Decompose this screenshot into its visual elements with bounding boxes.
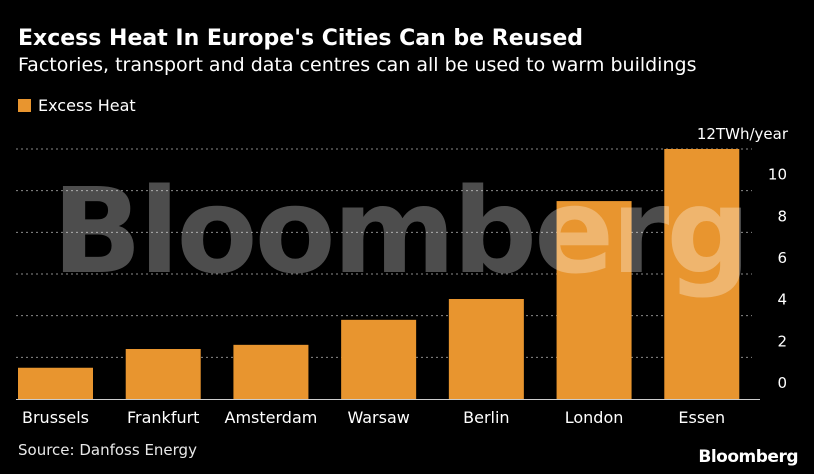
bars xyxy=(18,149,740,399)
x-tick-label: London xyxy=(565,408,624,427)
x-tick-label: Essen xyxy=(678,408,725,427)
y-unit-label: 12TWh/year xyxy=(697,125,789,143)
bar xyxy=(556,201,632,399)
y-tick-label: 8 xyxy=(777,207,787,225)
bar xyxy=(664,149,740,399)
legend-label: Excess Heat xyxy=(38,96,136,115)
chart-title: Excess Heat In Europe's Cities Can be Re… xyxy=(18,26,584,51)
bar xyxy=(448,299,524,399)
y-axis-ticks: 12TWh/year 0 2 4 6 8 10 xyxy=(697,125,789,392)
x-tick-label: Brussels xyxy=(22,408,89,427)
bar xyxy=(341,319,417,399)
chart-subtitle: Factories, transport and data centres ca… xyxy=(18,54,697,76)
y-tick-label: 6 xyxy=(777,249,787,267)
legend: Excess Heat xyxy=(18,96,136,115)
x-tick-label: Frankfurt xyxy=(127,408,199,427)
legend-swatch xyxy=(18,99,31,112)
bloomberg-logo: Bloomberg xyxy=(698,447,798,467)
x-tick-label: Berlin xyxy=(463,408,509,427)
x-axis-labels: Brussels Frankfurt Amsterdam Warsaw Berlin Lo… xyxy=(22,408,725,427)
y-tick-label: 0 xyxy=(777,374,787,392)
y-tick-label: 2 xyxy=(777,332,787,350)
source-note: Source: Danfoss Energy xyxy=(18,441,197,459)
y-tick-label: 4 xyxy=(777,291,787,309)
x-tick-label: Warsaw xyxy=(347,408,409,427)
y-tick-label: 10 xyxy=(768,166,787,184)
x-tick-label: Amsterdam xyxy=(225,408,318,427)
bar xyxy=(18,367,93,399)
watermark: Bloomberg xyxy=(52,162,748,300)
bar xyxy=(233,344,309,399)
bar xyxy=(125,349,201,399)
